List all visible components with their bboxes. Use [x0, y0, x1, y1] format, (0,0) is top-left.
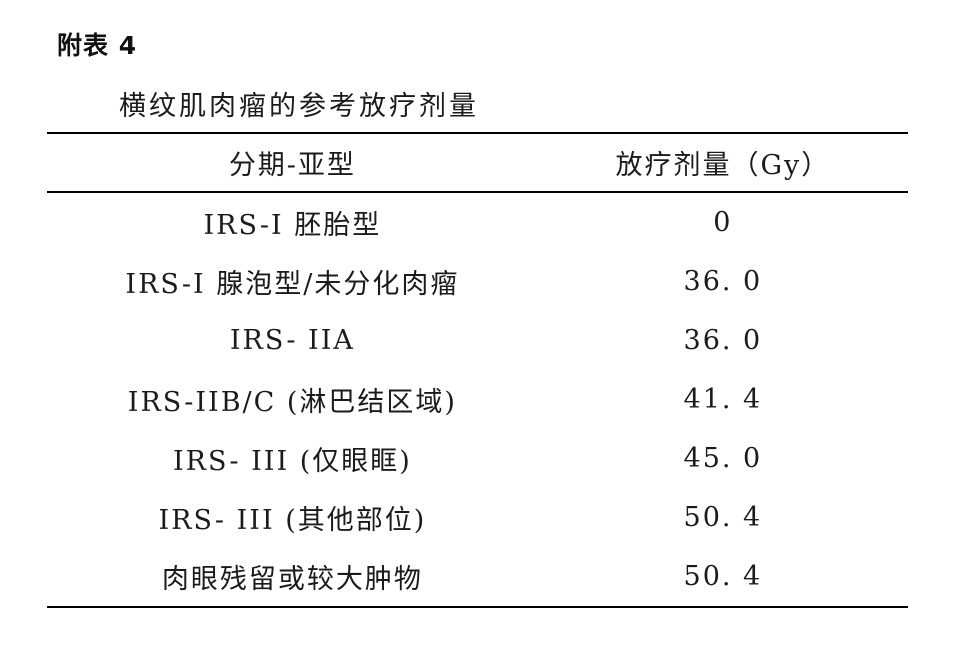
dose-cell: 0 — [713, 207, 733, 238]
dose-cell: 36. 0 — [683, 325, 763, 356]
appendix-label: 附表 4 — [57, 31, 138, 60]
dose-cell: 41. 4 — [683, 384, 763, 415]
table-row: IRS-IIB/C (淋巴结区域) 41. 4 — [47, 370, 908, 429]
table-title: 横纹肌肉瘤的参考放疗剂量 — [119, 91, 479, 122]
table-row: IRS- III (其他部位) 50. 4 — [47, 488, 908, 547]
table-row: IRS-I 腺泡型/未分化肉瘤 36. 0 — [47, 252, 908, 311]
subtype-cell: IRS-I 腺泡型/未分化肉瘤 — [125, 269, 460, 300]
table-row: IRS-I 胚胎型 0 — [47, 192, 908, 252]
dose-cell: 45. 0 — [683, 443, 763, 474]
subtype-cell: 肉眼残留或较大肿物 — [47, 547, 538, 608]
dose-table: 分期-亚型 放疗剂量（Gy） IRS-I 胚胎型 0 IRS-I 腺泡型/未分化… — [47, 132, 908, 608]
subtype-cell: IRS-IIB/C (淋巴结区域) — [127, 387, 457, 418]
table-row: IRS- III (仅眼眶) 45. 0 — [47, 429, 908, 488]
subtype-cell: IRS- III (仅眼眶) — [172, 446, 412, 477]
column-header-dose: 放疗剂量（Gy） — [537, 132, 908, 193]
table-header-row: 分期-亚型 放疗剂量（Gy） — [47, 132, 908, 193]
dose-cell: 50. 4 — [683, 502, 763, 533]
column-header-subtype: 分期-亚型 — [47, 132, 538, 193]
subtype-cell: IRS- IIA — [229, 325, 355, 356]
dose-cell: 50. 4 — [537, 547, 908, 608]
dose-cell: 36. 0 — [683, 266, 763, 297]
table-row: 肉眼残留或较大肿物 50. 4 — [47, 547, 908, 608]
table-row: IRS- IIA 36. 0 — [47, 311, 908, 370]
subtype-cell: IRS- III (其他部位) — [158, 505, 427, 536]
subtype-cell: IRS-I 胚胎型 — [203, 210, 382, 241]
